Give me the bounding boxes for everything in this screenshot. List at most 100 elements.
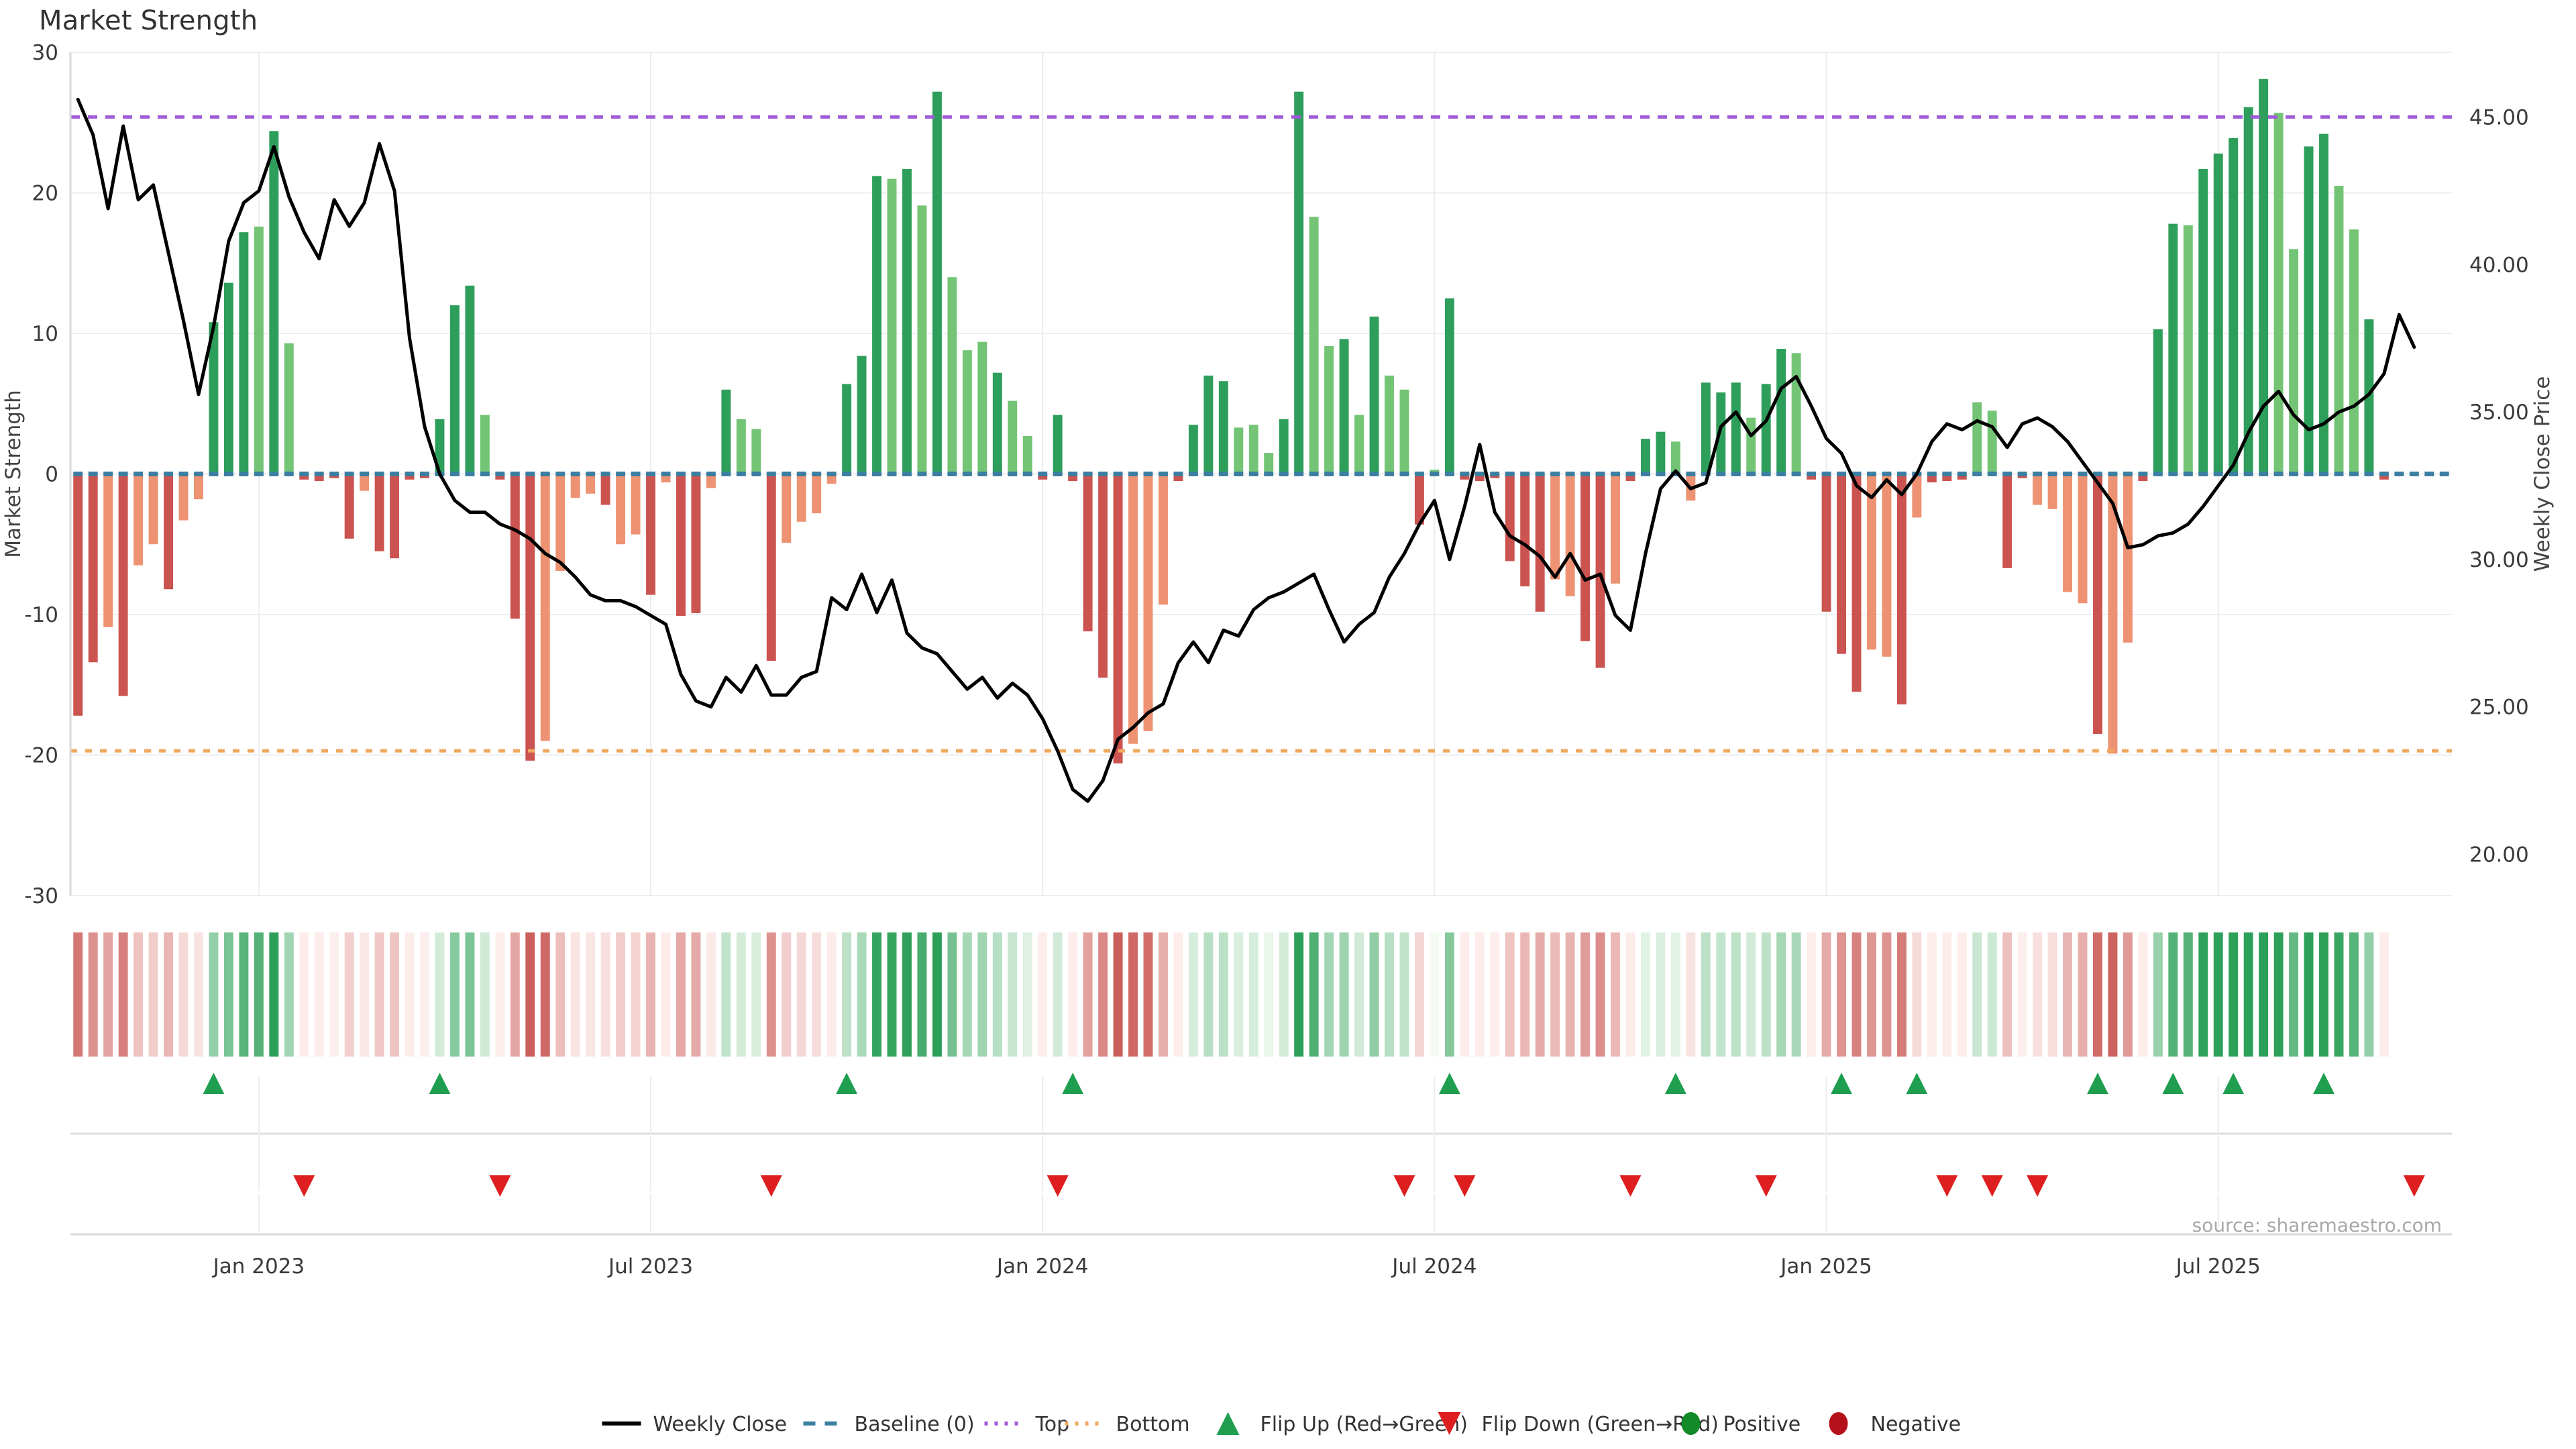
strength-bar [1053,415,1063,474]
heatmap-cell [1038,932,1048,1057]
left-tick-label: 30 [32,41,58,65]
flip-down-marker[interactable] [2403,1175,2425,1197]
heatmap-cell [465,932,475,1057]
flip-down-marker[interactable] [489,1175,511,1197]
heatmap-cell [1837,932,1846,1057]
strength-bar [1957,474,1967,480]
heatmap-cell [1535,932,1545,1057]
strength-bar [1444,298,1454,474]
heatmap-cell [766,932,776,1057]
heatmap-cell [194,932,203,1057]
flip-up-marker[interactable] [1664,1073,1686,1094]
strength-bar [1248,425,1258,474]
heatmap-cell [269,932,279,1057]
strength-bar [1656,431,1666,474]
strength-bar [1625,474,1635,481]
strength-bar [133,474,144,566]
strength-bar [73,474,83,716]
flip-down-marker[interactable] [1046,1175,1069,1197]
flip-down-marker[interactable] [1454,1175,1476,1197]
strength-bar [118,474,128,696]
heatmap-cell [2153,932,2163,1057]
strength-bar [857,356,867,474]
heatmap-cell [449,932,460,1057]
heatmap-cell [872,932,882,1057]
flip-down-marker[interactable] [1393,1175,1415,1197]
flip-up-marker[interactable] [1906,1073,1928,1094]
heatmap-cell [1625,932,1635,1057]
heatmap-cell [2213,932,2223,1057]
heatmap-cell [2017,932,2027,1057]
strength-bar [1987,411,1997,474]
heatmap-cell [1670,932,1680,1057]
heatmap-cell [1218,932,1228,1057]
heatmap-cell [329,932,339,1057]
heatmap-cell [164,932,174,1057]
legend-label-weekly-close: Weekly Close [653,1413,788,1436]
flip-down-marker[interactable] [2027,1175,2049,1197]
heatmap-cell [314,932,324,1057]
flip-up-marker[interactable] [203,1073,225,1094]
flip-down-marker[interactable] [1981,1175,2003,1197]
heatmap-cell [1957,932,1967,1057]
heatmap-cell [1987,932,1997,1057]
strength-bar [1068,474,1078,481]
heatmap-cell [254,932,264,1057]
strength-bar [600,474,610,505]
strength-bar [103,474,113,627]
heatmap-cell [2063,932,2073,1057]
left-tick-label: 20 [32,182,58,206]
flip-up-marker[interactable] [1438,1073,1460,1094]
flip-down-marker[interactable] [1619,1175,1642,1197]
weekly-close-path [76,97,2416,803]
strength-bar [2273,113,2284,474]
heatmap-cell [1309,932,1319,1057]
heatmap-cell [2349,932,2359,1057]
heatmap-cell [2379,932,2389,1057]
strength-bars [73,78,2389,764]
heatmap-cell [284,932,294,1057]
flip-up-marker[interactable] [2222,1073,2245,1094]
strength-bar [706,474,716,488]
flip-up-marker[interactable] [836,1073,858,1094]
flip-down-marker[interactable] [760,1175,782,1197]
heatmap-cell [947,932,957,1057]
x-tick-label: Jul 2023 [607,1254,693,1279]
heatmap-cell [1565,932,1575,1057]
flip-up-marker[interactable] [1831,1073,1853,1094]
strength-bar [977,341,987,474]
heatmap-cell [1640,932,1650,1057]
heatmap-cell [2259,932,2269,1057]
heatmap-cell [1339,932,1349,1057]
strength-bar [2229,138,2239,474]
flip-up-marker[interactable] [429,1073,451,1094]
strength-bar [812,474,822,514]
heatmap-cell [1098,932,1108,1057]
strength-bar [782,474,792,543]
heatmap-cell [2183,932,2193,1057]
strength-bar [2364,319,2374,474]
heatmap-cell [299,932,309,1057]
legend-label-negative: Negative [1871,1413,1962,1436]
flip-up-marker[interactable] [2313,1073,2335,1094]
flip-down-marker[interactable] [1755,1175,1777,1197]
heatmap-cell [73,932,83,1057]
strength-bar [164,474,174,590]
strength-bar [2108,474,2118,754]
strength-bar [1022,435,1032,474]
flip-up-marker[interactable] [2162,1073,2184,1094]
heatmap-cell [223,932,233,1057]
flip-up-marker[interactable] [1062,1073,1084,1094]
strength-bar [1882,474,1892,657]
flip-down-marker[interactable] [1936,1175,1958,1197]
strength-bar [1535,474,1545,612]
strength-bar [1158,474,1168,605]
axis-bottom: Jan 2023 Jul 2023 Jan 2024 Jul 2024 Jan 2025… [70,1194,2452,1279]
right-tick-label: 30.00 [2469,548,2529,572]
heatmap-cell [1354,932,1364,1057]
flip-up-marker[interactable] [2086,1073,2108,1094]
strength-bar [2379,474,2389,480]
flip-down-marker[interactable] [293,1175,315,1197]
legend-label-top: Top [1035,1413,1070,1436]
strength-bar [646,474,655,595]
